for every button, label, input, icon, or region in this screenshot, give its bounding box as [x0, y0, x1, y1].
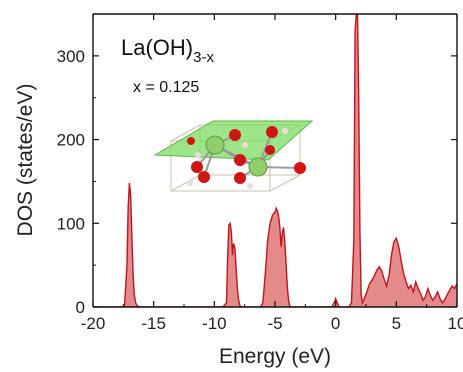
formula-main: La(OH) [121, 35, 193, 60]
y-tick-label: 300 [57, 47, 85, 66]
formula-annotation: La(OH)3-x [121, 35, 214, 66]
y-tick-label: 0 [76, 298, 85, 317]
dos-fill-layer [93, 14, 457, 307]
x-tick-label: -10 [202, 314, 227, 333]
crystal-structure-icon [153, 120, 314, 192]
y-tick-label: 100 [57, 214, 85, 233]
x-tick-label: 10 [448, 314, 463, 333]
x-axis-label: Energy (eV) [219, 345, 331, 368]
formula-subscript: 3-x [193, 49, 214, 66]
y-axis-label: DOS (states/eV) [14, 84, 37, 237]
x-tick-label: 0 [331, 314, 340, 333]
x-tick-label: -15 [141, 314, 166, 333]
dos-fill-area [93, 14, 457, 307]
x-tick-label: -20 [81, 314, 106, 333]
dos-line [93, 14, 457, 307]
atoms [187, 126, 306, 189]
dos-line-layer [93, 14, 457, 307]
x-tick-label: 5 [392, 314, 401, 333]
y-tick-label: 200 [57, 131, 85, 150]
x-value-annotation: x = 0.125 [133, 79, 199, 96]
x-tick-label: -5 [267, 314, 282, 333]
